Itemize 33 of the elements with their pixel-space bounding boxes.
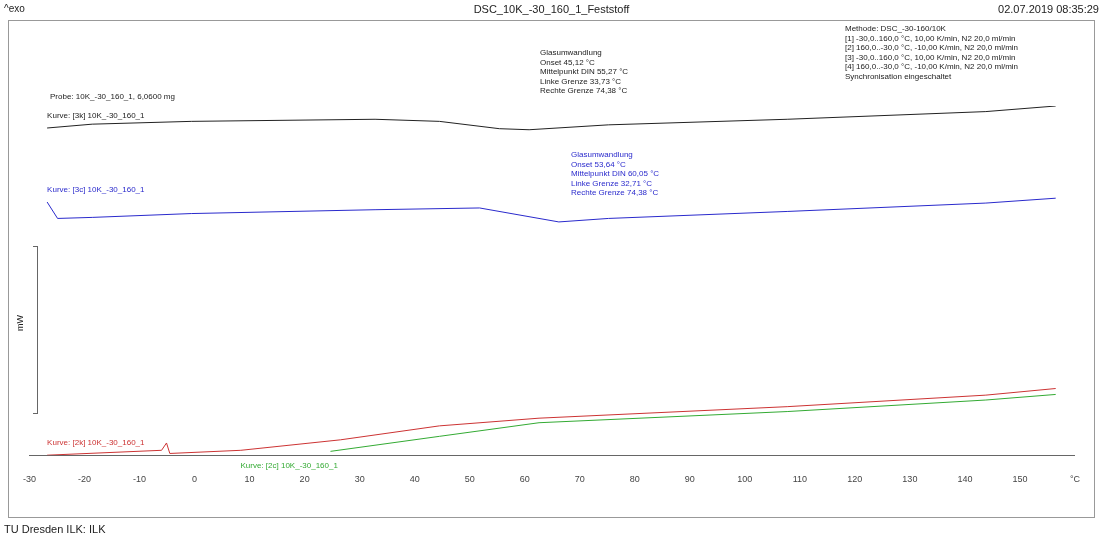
x-tick-label: 130 xyxy=(902,474,918,485)
x-tick-label: 50 xyxy=(464,474,475,485)
x-tick-label: 40 xyxy=(409,474,420,485)
x-tick-label: 80 xyxy=(629,474,640,485)
x-tick-label: 100 xyxy=(737,474,753,485)
x-tick-label: 70 xyxy=(574,474,585,485)
text: Glasumwandlung Onset 45,12 °C Mittelpunkt DIN 55,27 °C Linke Grenze 33,73 °C Rechte Grenze 74,38 °C xyxy=(540,48,629,96)
text: Probe: 10K_-30_160_1, 6,0600 mg xyxy=(50,92,175,102)
text: Methode: DSC_-30-160/10K [1] -30,0..160,0 °C, 10,00 K/min, N2 20,0 ml/min [2] 160,0..-30,0 °C, -10,00 K/min, N2 20,0 ml/min [3] -30,0..160,0 °C, 10,00 K/min, N2 20,0 ml/min [4] 160,0..-30,0 °C, -10,00 K/min, N2 20,0 ml/min Synchronisation eingeschaltet xyxy=(845,24,1019,82)
x-tick-label: 120 xyxy=(847,474,863,485)
x-tick-label: 110 xyxy=(792,474,808,485)
x-tick-label: 30 xyxy=(354,474,365,485)
series-label: Kurve: [2c] 10K_-30_160_1 xyxy=(240,461,339,471)
text: TU Dresden ILK: ILK xyxy=(4,523,106,537)
x-tick-label: -20 xyxy=(78,474,92,485)
y-axis-title: mW xyxy=(15,315,25,331)
series-label: Kurve: [3k] 10K_-30_160_1 xyxy=(47,111,146,121)
annotation: Glasumwandlung Onset 53,64 °C Mittelpunkt DIN 60,05 °C Linke Grenze 32,71 °C Rechte Grenze 74,38 °C xyxy=(571,150,660,198)
x-tick-label: 20 xyxy=(299,474,310,485)
x-tick-label: 90 xyxy=(684,474,695,485)
x-tick-label: 60 xyxy=(519,474,530,485)
x-tick-label: 150 xyxy=(1012,474,1028,485)
text: 02.07.2019 08:35:29 xyxy=(998,3,1099,17)
series-label: Kurve: [2k] 10K_-30_160_1 xyxy=(47,438,146,448)
x-tick-label: -30 xyxy=(23,474,37,485)
x-tick-label: 0 xyxy=(192,474,198,485)
text: ^exo xyxy=(4,3,25,15)
series-label: Kurve: [3c] 10K_-30_160_1 xyxy=(47,185,146,195)
x-tick-label: 140 xyxy=(957,474,973,485)
chart-title: DSC_10K_-30_160_1_Feststoff xyxy=(473,3,630,15)
x-tick-label: -10 xyxy=(133,474,147,485)
x-tick-label: 10 xyxy=(244,474,255,485)
x-tick-label: °C xyxy=(1069,474,1081,485)
